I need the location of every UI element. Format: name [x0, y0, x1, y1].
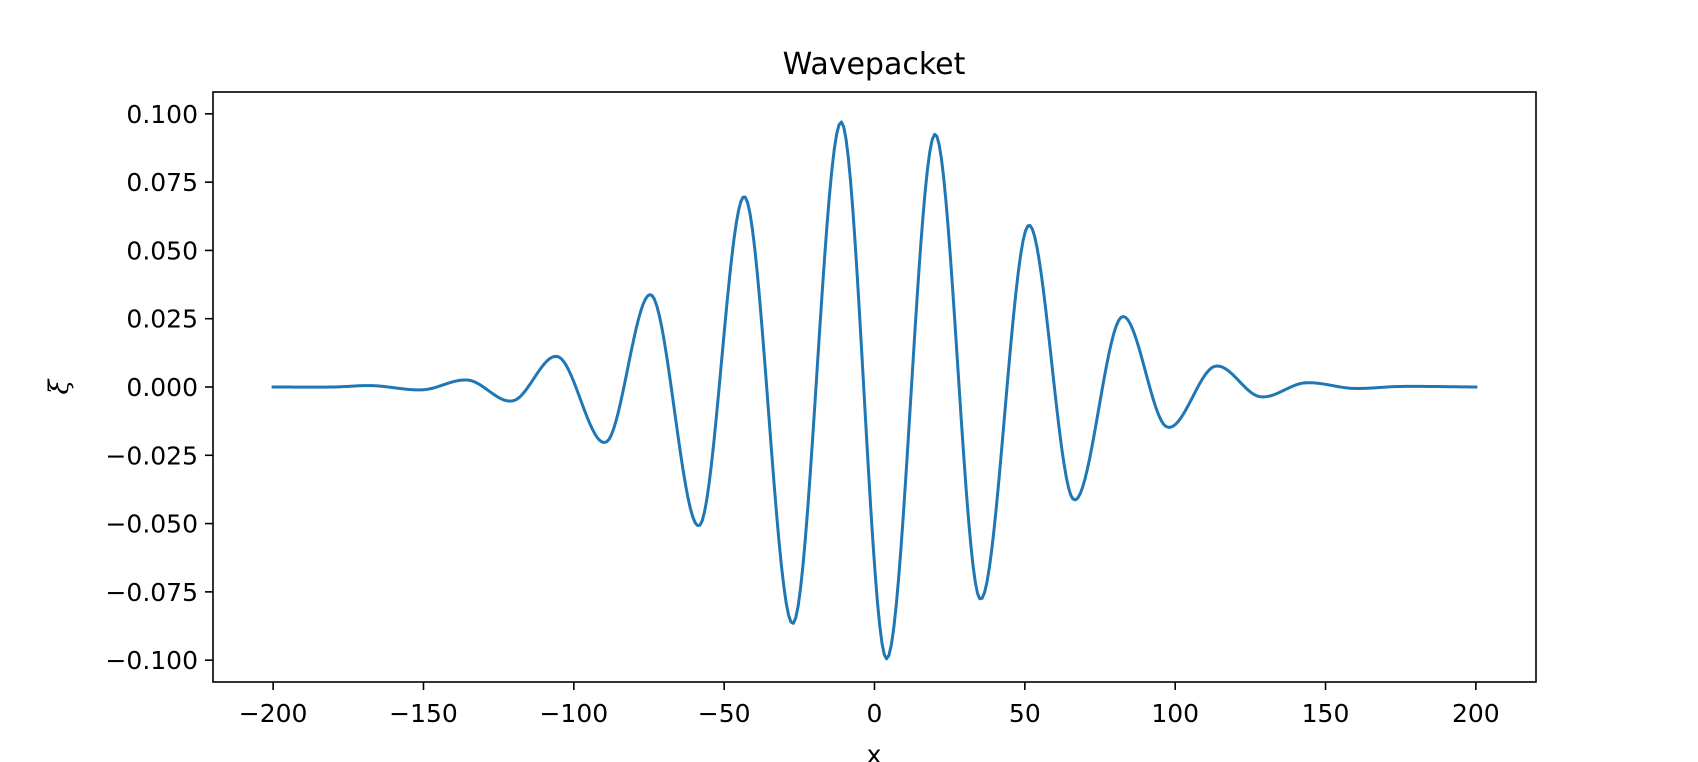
- data-point: [698, 523, 702, 527]
- x-tick-label: −150: [389, 699, 458, 728]
- data-point: [1071, 497, 1075, 501]
- x-tick-label: −200: [239, 699, 308, 728]
- data-point: [650, 294, 654, 297]
- y-axis: −0.100 −0.075 −0.050 −0.025 0.000 0.025 0.050 0…: [105, 100, 213, 675]
- y-tick-label: 0.000: [126, 373, 198, 402]
- data-point: [331, 385, 335, 389]
- x-tick-label: 0: [867, 699, 883, 728]
- data-point: [885, 657, 888, 661]
- y-tick-label: −0.050: [105, 510, 198, 539]
- chart-title: Wavepacket: [783, 47, 966, 82]
- x-tick-label: −100: [539, 699, 608, 728]
- data-point: [1164, 425, 1168, 429]
- data-point: [933, 132, 937, 136]
- data-point: [1399, 385, 1403, 388]
- y-tick-label: 0.075: [126, 168, 198, 197]
- data-point: [791, 621, 795, 625]
- data-point: [743, 195, 747, 199]
- data-point: [370, 384, 374, 388]
- plot-area: [271, 120, 1478, 661]
- data-point: [978, 597, 982, 601]
- x-axis: −200 −150 −100 −50 0 50 100 150 200: [239, 682, 1500, 728]
- y-tick-label: 0.100: [126, 100, 198, 129]
- y-tick-label: −0.100: [105, 646, 198, 675]
- x-tick-label: 200: [1452, 699, 1500, 728]
- data-point: [422, 388, 425, 392]
- y-axis-label: ξ: [44, 378, 75, 394]
- data-point: [512, 399, 516, 403]
- data-point: [840, 120, 843, 124]
- y-tick-label: 0.025: [126, 305, 198, 334]
- x-tick-label: 50: [1009, 699, 1041, 728]
- data-point: [557, 355, 561, 359]
- data-point: [1119, 315, 1123, 319]
- x-axis-label: x: [867, 740, 882, 762]
- x-tick-label: 150: [1302, 699, 1350, 728]
- data-point: [1351, 386, 1354, 390]
- data-point: [1026, 224, 1030, 228]
- data-point: [1303, 381, 1306, 385]
- data-point: [1257, 395, 1261, 398]
- series-line: [271, 120, 1478, 661]
- data-point: [605, 440, 609, 444]
- y-tick-label: 0.050: [126, 236, 198, 265]
- data-point: [1212, 365, 1216, 368]
- y-tick-label: −0.025: [105, 441, 198, 470]
- data-point: [1474, 385, 1478, 389]
- data-point: [467, 378, 470, 382]
- data-point: [271, 385, 275, 389]
- x-tick-label: −50: [698, 699, 751, 728]
- x-tick-label: 100: [1151, 699, 1199, 728]
- y-tick-label: −0.075: [105, 578, 198, 607]
